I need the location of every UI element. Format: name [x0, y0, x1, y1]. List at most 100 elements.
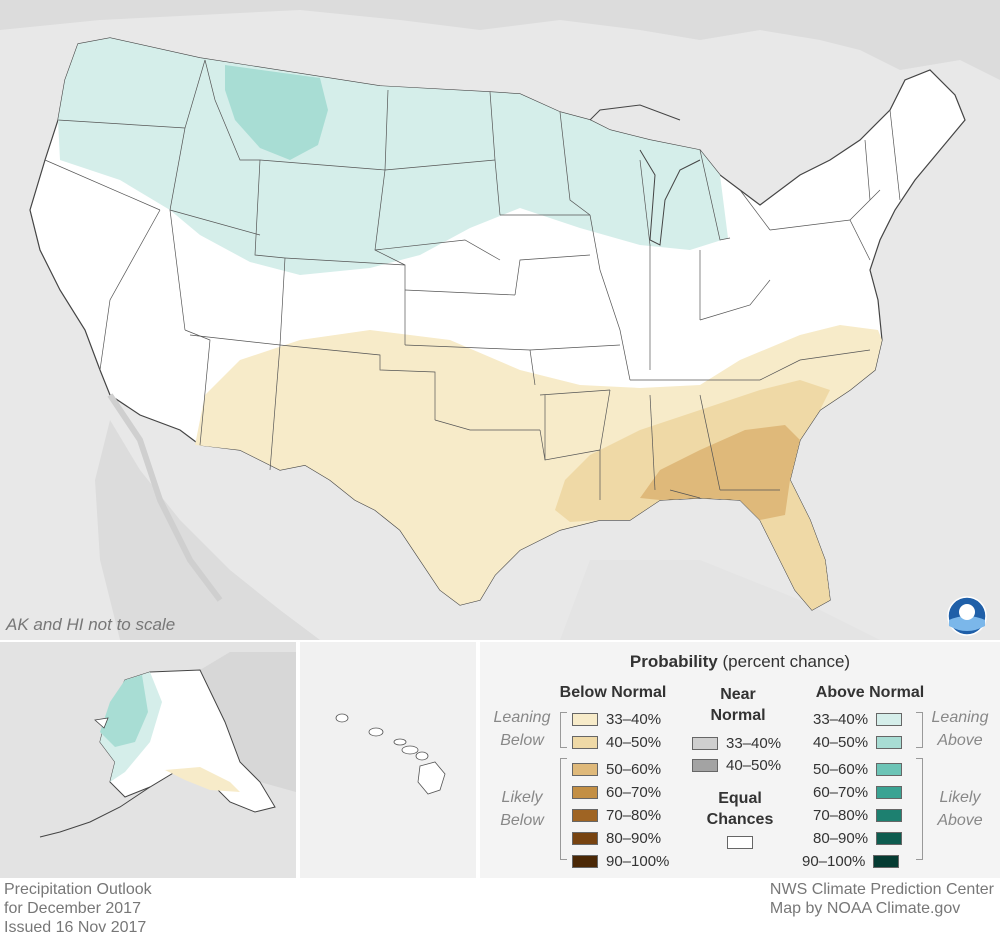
swatch-label: 40–50%: [726, 756, 782, 774]
swatch-above-40-50: [876, 735, 903, 749]
swatch-label: 33–40%: [726, 734, 782, 752]
below-normal-heading: Below Normal: [559, 684, 667, 701]
scale-note: AK and HI not to scale: [6, 615, 176, 634]
hawaii-map-graphic: [335, 713, 446, 795]
swatch-label: 80–90%: [813, 829, 869, 847]
leaning-below-line1: Leaning: [493, 709, 551, 726]
footer-agency: NWS Climate Prediction Center: [769, 881, 994, 898]
above-normal-40-50-region: [225, 65, 328, 160]
likely-above-line2: Above: [937, 812, 983, 829]
equal-chances-line1: Equal: [718, 790, 762, 807]
below-normal-item: 50–60%: [572, 760, 661, 778]
footer-period: for December 2017: [4, 900, 141, 917]
swatch-below-90-100: [572, 854, 598, 868]
swatch-label: 50–60%: [606, 760, 662, 778]
swatch-above-60-70: [876, 785, 903, 799]
equal-chances-line2: Chances: [706, 811, 774, 828]
leaning-above-line1: Leaning: [931, 709, 989, 726]
likely-above-line1: Likely: [939, 789, 981, 806]
footer-outlook-info: Precipitation Outlook for December 2017 …: [4, 880, 152, 937]
swatch-label: 33–40%: [813, 710, 869, 728]
likely-below-label: Likely Below: [484, 786, 560, 832]
swatch-above-50-60: [876, 762, 903, 776]
leaning-above-line2: Above: [937, 732, 983, 749]
swatch-below-40-50: [572, 735, 598, 749]
swatch-above-33-40: [876, 712, 903, 726]
near-normal-heading: Near Normal: [698, 684, 778, 726]
above-normal-item: 40–50%: [813, 733, 903, 751]
leaning-above-label: Leaning Above: [924, 706, 996, 752]
conus-map: AK and HI not to scale: [0, 0, 1000, 640]
leaning-below-bracket: [560, 712, 567, 748]
above-normal-item: 33–40%: [813, 710, 903, 728]
equal-chances-heading: Equal Chances: [700, 788, 780, 830]
above-normal-33-40-region: [58, 38, 728, 275]
alaska-below-33-40: [165, 767, 240, 792]
swatch-label: 40–50%: [606, 733, 662, 751]
above-normal-item: 80–90%: [813, 829, 903, 847]
swatch-label: 33–40%: [606, 710, 662, 728]
above-normal-item: 90–100%: [802, 852, 900, 870]
swatch-above-80-90: [876, 831, 903, 845]
swatch-above-90-100: [873, 854, 900, 868]
leaning-below-line2: Below: [500, 732, 544, 749]
swatch-below-60-70: [572, 785, 598, 799]
footer-issued: Issued 16 Nov 2017: [4, 919, 147, 936]
footer-map-credit: Map by NOAA Climate.gov: [769, 900, 961, 917]
swatch-above-70-80: [876, 808, 903, 822]
swatch-label: 50–60%: [813, 760, 869, 778]
leaning-above-bracket: [916, 712, 923, 748]
leaning-below-label: Leaning Below: [484, 706, 560, 752]
hawaii-islands: [335, 713, 446, 795]
noaa-logo: [947, 596, 987, 636]
likely-above-bracket: [916, 758, 923, 860]
swatch-below-33-40: [572, 712, 598, 726]
canada-land: [0, 0, 1000, 80]
swatch-label: 60–70%: [606, 783, 662, 801]
legend-title-rest: (percent chance): [722, 652, 851, 671]
likely-below-line1: Likely: [501, 789, 543, 806]
above-normal-item: 50–60%: [813, 760, 903, 778]
alaska-above-40-50: [100, 675, 148, 747]
state-boundaries: [44, 59, 901, 500]
legend-title: Probability (percent chance): [480, 652, 1000, 672]
below-normal-item: 90–100%: [572, 852, 669, 870]
likely-below-bracket: [560, 758, 567, 860]
below-normal-33-40-region: [195, 325, 882, 610]
likely-below-line2: Below: [500, 812, 544, 829]
swatch-label: 60–70%: [813, 783, 869, 801]
swatch-below-70-80: [572, 808, 598, 822]
near-normal-heading-line1: Near: [720, 686, 756, 703]
swatch-below-50-60: [572, 762, 598, 776]
below-normal-item: 33–40%: [572, 710, 661, 728]
swatch-equal-chances: [727, 836, 753, 849]
swatch-below-80-90: [572, 831, 598, 845]
legend-title-bold: Probability: [629, 652, 718, 671]
alaska-inset: [0, 642, 296, 878]
legend-panel: Probability (percent chance) Below Norma…: [480, 642, 1000, 878]
below-normal-item: 80–90%: [572, 829, 661, 847]
below-normal-item: 40–50%: [572, 733, 661, 751]
footer-credits: NWS Climate Prediction Center Map by NOA…: [770, 880, 994, 918]
gulf-shade: [560, 560, 880, 640]
conus-map-graphic: [0, 0, 1000, 640]
swatch-label: 90–100%: [802, 852, 866, 870]
near-normal-heading-line2: Normal: [710, 707, 766, 724]
below-normal-50-60-region: [640, 425, 800, 520]
footer-title: Precipitation Outlook: [4, 881, 152, 898]
swatch-near-33-40: [692, 736, 718, 750]
above-normal-item: 70–80%: [813, 806, 903, 824]
below-normal-item: 70–80%: [572, 806, 661, 824]
near-normal-item: 40–50%: [692, 756, 781, 774]
near-normal-item: 33–40%: [692, 734, 781, 752]
hawaii-inset: [300, 642, 476, 878]
mexico-land: [95, 420, 320, 640]
swatch-label: 80–90%: [606, 829, 662, 847]
below-normal-item: 60–70%: [572, 783, 661, 801]
above-normal-heading: Above Normal: [815, 684, 925, 701]
swatch-label: 40–50%: [813, 733, 869, 751]
likely-above-label: Likely Above: [924, 786, 996, 832]
swatch-label: 70–80%: [606, 806, 662, 824]
swatch-label: 90–100%: [606, 852, 670, 870]
above-normal-item: 60–70%: [813, 783, 903, 801]
